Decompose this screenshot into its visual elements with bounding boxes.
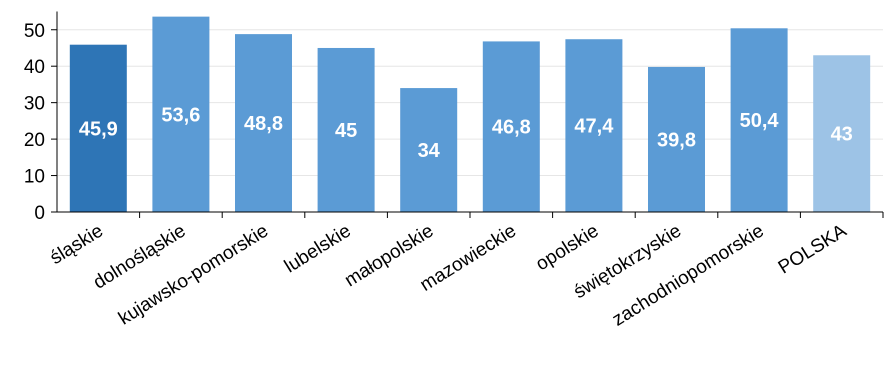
bar <box>730 28 788 213</box>
x-category-label: śląskie <box>47 220 107 269</box>
data-label: 47,4 <box>574 116 614 138</box>
data-label: 48,8 <box>244 113 283 135</box>
x-category-label: lubelskie <box>281 220 355 277</box>
bar <box>152 16 210 212</box>
y-tick-label: 20 <box>24 130 45 151</box>
y-tick-label: 40 <box>24 57 45 78</box>
data-label: 46,8 <box>492 117 531 139</box>
data-label: 39,8 <box>657 129 696 151</box>
bar <box>69 44 127 212</box>
bar <box>565 39 623 212</box>
x-category-label: zachodniopomorskie <box>609 220 768 330</box>
bar <box>648 66 705 212</box>
bars <box>69 16 871 213</box>
x-category-label: opolskie <box>532 220 602 275</box>
bar <box>813 55 871 212</box>
y-tick-label: 10 <box>24 167 45 188</box>
bar <box>235 34 292 213</box>
data-labels: 45,9 53,6 48,8 45 34 46,8 47,4 39,8 50,4 43 <box>79 104 853 162</box>
y-tick-label: 0 <box>34 203 45 224</box>
bar <box>317 47 375 212</box>
y-tick-label: 50 <box>24 21 45 42</box>
bar <box>482 41 540 212</box>
bar <box>400 88 458 212</box>
data-label: 53,6 <box>161 104 200 126</box>
data-label: 43 <box>831 124 853 146</box>
data-label: 45 <box>335 120 357 142</box>
data-label: 45,9 <box>79 118 118 140</box>
y-tick-label: 30 <box>24 94 45 115</box>
y-tick-labels: 0 10 20 30 40 50 <box>24 21 57 224</box>
x-category-label: POLSKA <box>775 220 851 278</box>
data-label: 50,4 <box>740 110 780 132</box>
data-label: 34 <box>418 140 441 162</box>
x-category-label: kujawsko-pomorskie <box>115 220 272 329</box>
